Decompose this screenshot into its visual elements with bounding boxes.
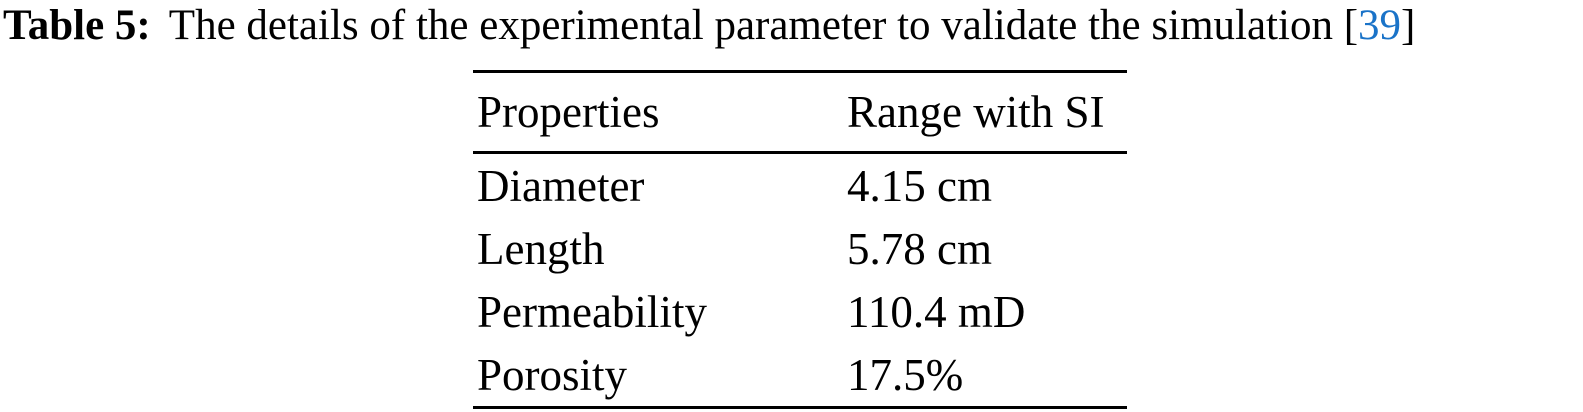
table-row: Porosity 17.5% <box>473 343 1127 408</box>
parameters-table-container: Properties Range with SI Diameter 4.15 c… <box>473 70 1127 409</box>
parameters-table: Properties Range with SI Diameter 4.15 c… <box>473 70 1127 409</box>
table-caption-text: The details of the experimental paramete… <box>168 2 1344 49</box>
table-row: Permeability 110.4 mD <box>473 280 1127 343</box>
property-value: 4.15 cm <box>847 160 992 211</box>
property-value: 5.78 cm <box>847 223 992 274</box>
table-row: Length 5.78 cm <box>473 217 1127 280</box>
citation-bracket-close: ] <box>1401 2 1416 49</box>
property-name: Length <box>477 223 605 274</box>
col-header-properties: Properties <box>477 87 660 137</box>
citation-bracket-open: [ <box>1343 2 1359 49</box>
table-row: Diameter 4.15 cm <box>473 153 1127 218</box>
property-name: Diameter <box>477 160 645 211</box>
table-caption-label: Table 5: <box>3 2 151 49</box>
property-name: Permeability <box>477 286 707 337</box>
property-value: 110.4 mD <box>847 286 1026 337</box>
table-caption: Table 5: The details of the experimental … <box>3 0 1415 52</box>
header-row: Properties Range with SI <box>473 71 1127 153</box>
col-header-range: Range with SI <box>847 87 1105 137</box>
property-name: Porosity <box>477 349 628 400</box>
property-value: 17.5% <box>847 349 964 400</box>
citation-link-39[interactable]: 39 <box>1358 2 1402 49</box>
